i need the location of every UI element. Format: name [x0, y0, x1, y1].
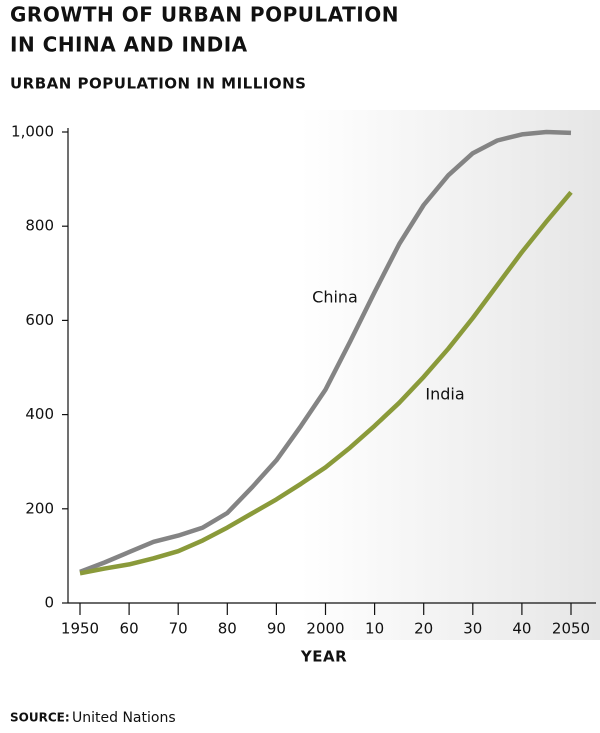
source: United Nations	[72, 710, 176, 726]
chart-title: IN CHINA AND INDIA	[10, 33, 248, 57]
x-tick-label: 20	[414, 620, 433, 638]
line-series	[79, 129, 572, 575]
y-tick-label: 0	[44, 594, 54, 612]
x-tick-label: 80	[218, 620, 237, 638]
chart-title: GROWTH OF URBAN POPULATION	[10, 3, 399, 27]
y-tick-label: 1,000	[11, 123, 54, 141]
x-tick-label: 90	[267, 620, 286, 638]
series-label: China	[312, 288, 358, 307]
source-label: SOURCE:	[10, 711, 70, 725]
x-tick-label: 10	[365, 620, 384, 638]
x-tick-label: 70	[169, 620, 188, 638]
x-tick-label: 2000	[306, 620, 344, 638]
x-tick-label: 2050	[552, 620, 590, 638]
chart-subtitle: URBAN POPULATION IN MILLIONS	[10, 75, 306, 93]
x-tick-label: 30	[463, 620, 482, 638]
line-series	[79, 190, 573, 576]
y-tick-label: 400	[25, 405, 54, 423]
background-shade	[300, 110, 600, 640]
x-tick-label: 1950	[61, 620, 99, 638]
y-tick-label: 600	[25, 311, 54, 329]
x-tick-label: 40	[512, 620, 531, 638]
y-tick-label: 200	[25, 499, 54, 517]
x-axis-label: YEAR	[300, 648, 347, 666]
y-tick-label: 800	[25, 217, 54, 235]
series-label: India	[425, 385, 464, 404]
x-tick-label: 60	[120, 620, 139, 638]
